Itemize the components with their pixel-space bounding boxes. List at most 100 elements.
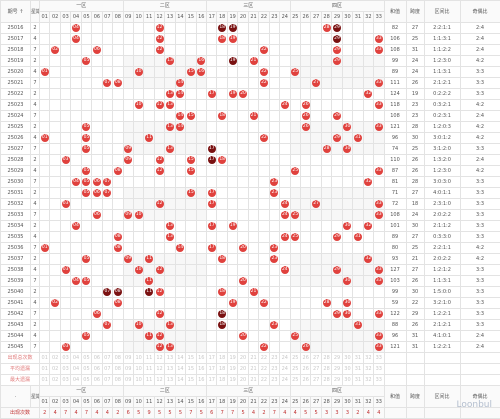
number-header: 17 [207, 12, 217, 23]
number-cell: 23 [269, 254, 279, 265]
drawn-ball: 18 [218, 156, 226, 164]
number-cell [238, 144, 248, 155]
drawn-ball: 13 [166, 343, 174, 351]
issue-cell: 25016 [1, 23, 31, 34]
number-cell [248, 166, 258, 177]
number-cell [374, 254, 384, 265]
number-cell: 04 [71, 276, 81, 287]
drawn-ball: 14 [176, 79, 184, 87]
number-cell [238, 221, 248, 232]
number-cell: 33 [374, 100, 384, 111]
number-cell [259, 100, 269, 111]
number-cell: 13 [165, 122, 175, 133]
watermark: Loonbul [457, 400, 493, 410]
number-cell: 32 [363, 221, 373, 232]
count-cell: 2 [353, 408, 363, 419]
number-cell: 13 [165, 232, 175, 243]
number-cell [71, 320, 81, 331]
number-cell [40, 34, 50, 45]
issue-cell: 25036 [1, 243, 31, 254]
number-cell: 26 [300, 111, 310, 122]
number-cell [238, 342, 248, 353]
number-cell [92, 133, 102, 144]
number-cell [290, 34, 300, 45]
number-cell [332, 144, 342, 155]
number-cell [363, 309, 373, 320]
drawn-ball: 23 [270, 189, 278, 197]
number-cell [300, 298, 310, 309]
number-cell: 19 [227, 34, 237, 45]
number-cell: 29 [332, 56, 342, 67]
agg-cell: 11 [144, 375, 154, 386]
drawn-ball: 12 [156, 24, 164, 32]
number-cell: 09 [123, 210, 133, 221]
drawn-ball: 05 [82, 145, 90, 153]
number-cell [92, 23, 102, 34]
number-cell [311, 111, 321, 122]
number-cell [102, 342, 112, 353]
number-cell [133, 298, 143, 309]
number-cell: 24 [280, 210, 290, 221]
number-header: 01 [40, 12, 50, 23]
number-cell: 05 [81, 56, 91, 67]
issue-header[interactable]: 期号 ↑ [1, 1, 31, 23]
number-cell: 04 [71, 34, 81, 45]
sum-cell: 89 [384, 232, 406, 243]
number-cell [123, 111, 133, 122]
number-cell [332, 199, 342, 210]
number-header: 12 [154, 12, 164, 23]
stat-header: 和值 [384, 386, 406, 408]
number-cell [50, 100, 60, 111]
number-cell [81, 155, 91, 166]
number-cell [175, 34, 185, 45]
number-cell [227, 177, 237, 188]
ratio-cell: 1:5:0:0 [424, 287, 460, 298]
ratio-cell: 2:0:2:2 [424, 254, 460, 265]
number-cell: 06 [92, 309, 102, 320]
agg-cell: 04 [71, 353, 81, 364]
number-cell [123, 188, 133, 199]
number-header: 14 [175, 12, 185, 23]
number-cell [353, 199, 363, 210]
number-cell [353, 287, 363, 298]
number-cell: 13 [165, 56, 175, 67]
number-cell [342, 265, 352, 276]
drawn-ball: 04 [72, 277, 80, 285]
weekday-cell: 4 [31, 331, 40, 342]
number-cell [50, 342, 60, 353]
number-cell [40, 298, 50, 309]
number-cell [374, 287, 384, 298]
number-cell [144, 144, 154, 155]
number-header: 30 [342, 397, 352, 408]
number-cell [374, 89, 384, 100]
number-cell [60, 221, 70, 232]
number-cell [280, 45, 290, 56]
agg-cell: 16 [196, 375, 206, 386]
number-cell [332, 166, 342, 177]
number-cell [133, 56, 143, 67]
number-cell [269, 111, 279, 122]
drawn-ball: 09 [124, 145, 132, 153]
number-cell [321, 34, 331, 45]
number-cell [207, 276, 217, 287]
number-cell [165, 45, 175, 56]
number-cell [217, 276, 227, 287]
drawn-ball: 18 [218, 255, 226, 263]
weekday-cell: 2 [31, 254, 40, 265]
number-cell [248, 144, 258, 155]
number-cell [227, 210, 237, 221]
number-cell [133, 199, 143, 210]
ratio-cell: 1:2:0:3 [424, 122, 460, 133]
number-cell [363, 342, 373, 353]
number-cell [248, 122, 258, 133]
span-cell: 23 [406, 111, 424, 122]
number-cell: 26 [300, 342, 310, 353]
number-cell: 08 [113, 287, 123, 298]
number-cell [269, 232, 279, 243]
drawn-ball: 19 [229, 57, 237, 65]
stat-header: 区间比 [424, 1, 460, 23]
agg-cell: 06 [92, 353, 102, 364]
number-cell [186, 276, 196, 287]
drawn-ball: 29 [333, 46, 341, 54]
number-cell [113, 111, 123, 122]
